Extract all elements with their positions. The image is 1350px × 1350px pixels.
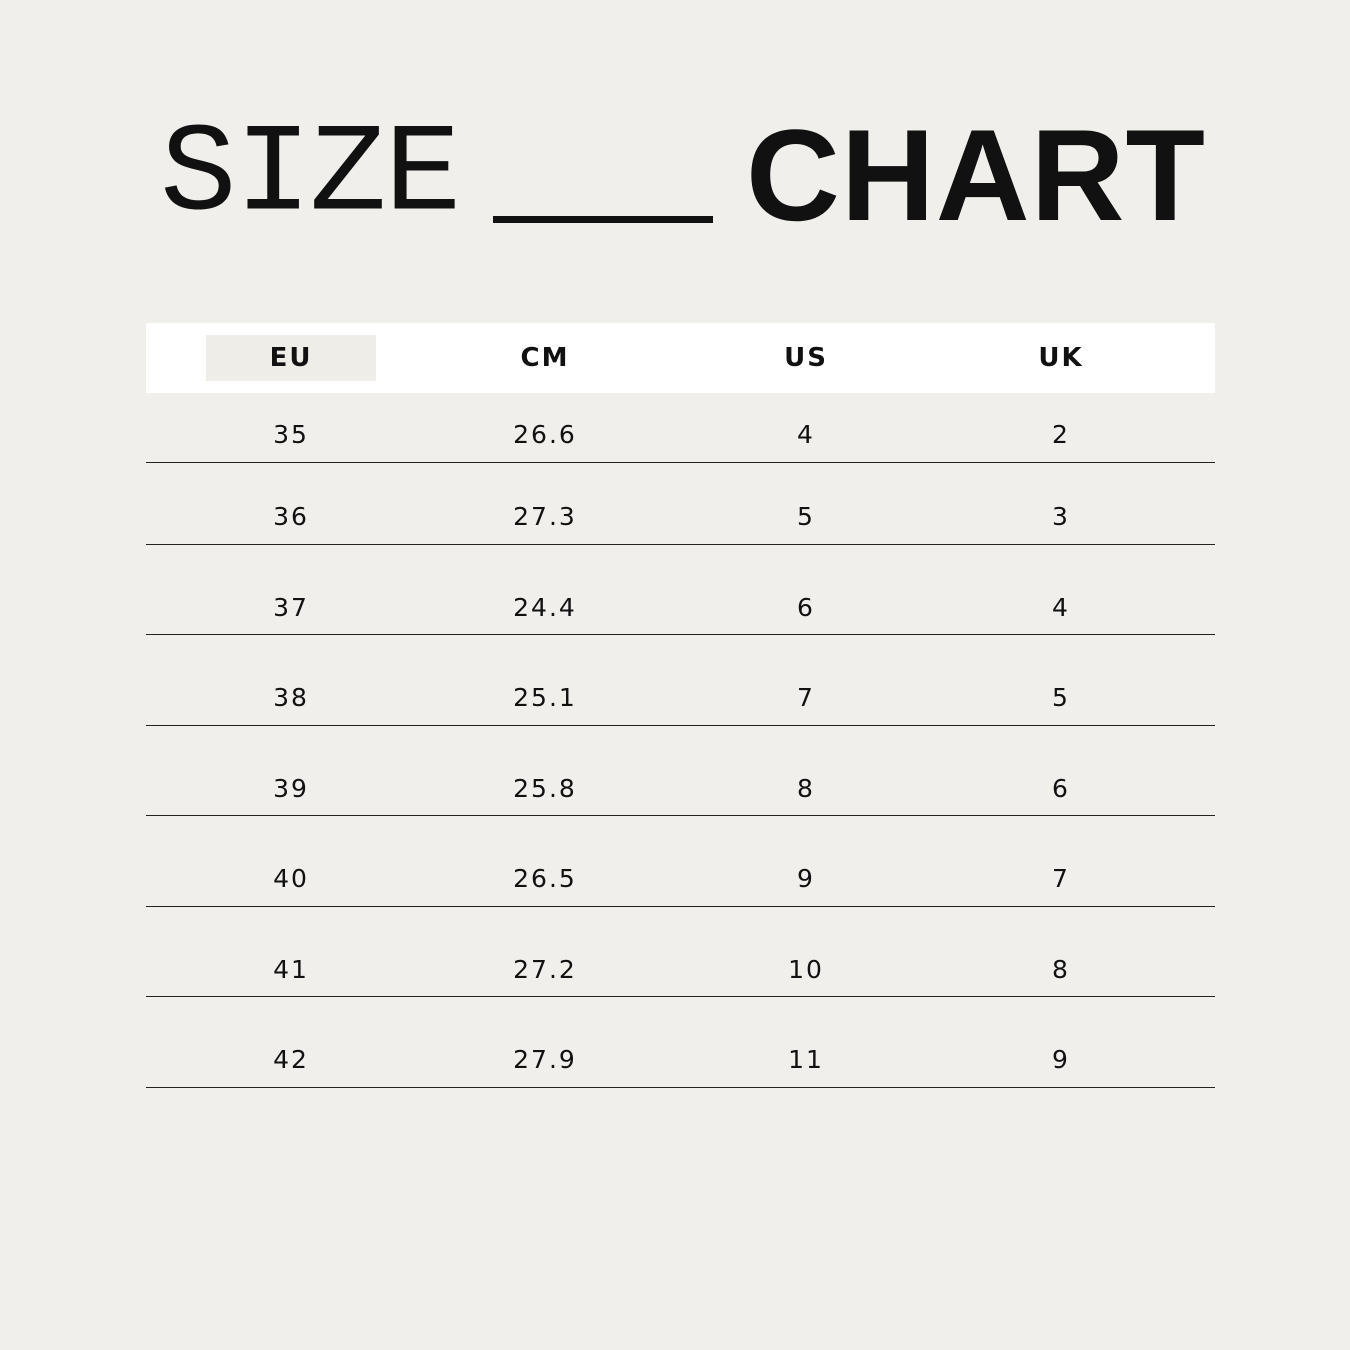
cell-cm: 26.6 [513,420,577,449]
cell-cm: 26.5 [513,864,577,893]
cell-cm: 25.8 [513,774,577,803]
cell-eu: 42 [273,1045,309,1074]
cell-cm: 27.2 [513,955,577,984]
cell-eu: 36 [273,502,309,531]
cell-us: 7 [797,683,815,712]
cell-eu: 37 [273,593,309,622]
table-row: 42 27.9 11 9 [146,997,1215,1088]
cell-us: 4 [797,420,815,449]
cell-cm: 25.1 [513,683,577,712]
cell-eu: 41 [273,955,309,984]
title-underline [493,216,713,223]
table-row: 40 26.5 9 7 [146,816,1215,907]
cell-eu: 38 [273,683,309,712]
header-uk: UK [1038,343,1084,373]
cell-eu: 35 [273,420,309,449]
cell-uk: 4 [1052,593,1070,622]
header-eu: EU [269,343,313,373]
cell-uk: 8 [1052,955,1070,984]
table-row: 41 27.2 10 8 [146,907,1215,997]
header-cm: CM [520,343,570,373]
table-row: 38 25.1 7 5 [146,635,1215,726]
cell-eu: 39 [273,774,309,803]
header-highlight [206,335,376,381]
cell-eu: 40 [273,864,309,893]
cell-us: 10 [788,955,824,984]
title-bold: CHART [746,102,1206,248]
cell-us: 6 [797,593,815,622]
cell-uk: 5 [1052,683,1070,712]
table-row: 37 24.4 6 4 [146,545,1215,635]
cell-uk: 2 [1052,420,1070,449]
cell-uk: 6 [1052,774,1070,803]
cell-cm: 27.3 [513,502,577,531]
cell-uk: 3 [1052,502,1070,531]
cell-us: 8 [797,774,815,803]
header-us: US [784,343,828,373]
cell-us: 9 [797,864,815,893]
cell-cm: 27.9 [513,1045,577,1074]
cell-uk: 7 [1052,864,1070,893]
table-row: 35 26.6 4 2 [146,393,1215,463]
cell-us: 11 [788,1045,824,1074]
title-light: SIZE [160,104,461,247]
cell-us: 5 [797,502,815,531]
table-header: EU CM US UK [146,323,1215,393]
table-row: 36 27.3 5 3 [146,463,1215,545]
table-row: 39 25.8 8 6 [146,726,1215,816]
cell-cm: 24.4 [513,593,577,622]
cell-uk: 9 [1052,1045,1070,1074]
